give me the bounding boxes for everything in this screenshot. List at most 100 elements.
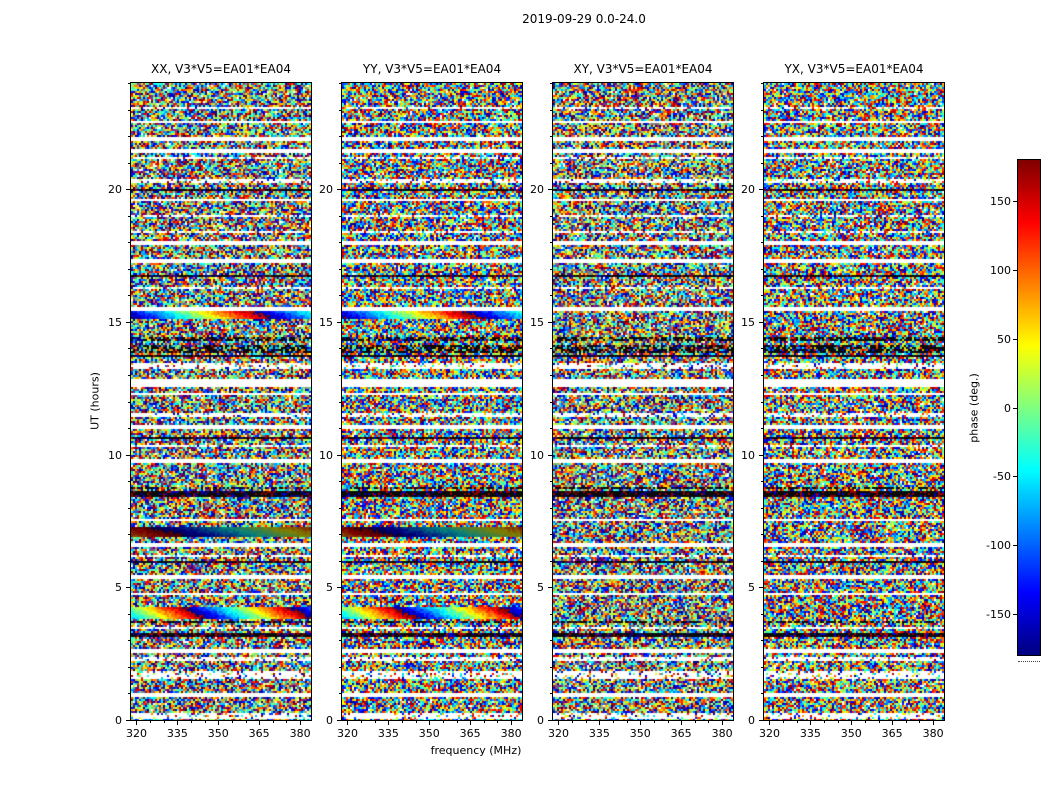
x-tick-label: 335: [799, 727, 821, 740]
y-minor-tick: [339, 640, 341, 642]
y-minor-tick: [339, 162, 341, 164]
y-tick-label: 10: [530, 448, 544, 462]
y-major-tick: [548, 454, 552, 456]
x-major-tick: [892, 721, 894, 725]
y-minor-tick: [339, 215, 341, 217]
x-minor-tick: [483, 721, 485, 723]
y-minor-tick: [550, 693, 552, 695]
x-tick-label: 380: [289, 727, 311, 740]
x-minor-tick: [708, 721, 710, 723]
x-major-tick: [177, 721, 179, 725]
y-tick-label: 10: [741, 448, 755, 462]
y-minor-tick: [339, 507, 341, 509]
y-tick-label: 20: [741, 183, 755, 197]
y-minor-tick: [761, 428, 763, 430]
colorbar-tick-label: -100: [986, 539, 1011, 552]
x-major-tick: [722, 721, 724, 725]
x-minor-tick: [272, 721, 274, 723]
x-major-tick: [511, 721, 513, 725]
y-tick-label: 20: [319, 183, 333, 197]
x-minor-tick: [572, 721, 574, 723]
y-minor-tick: [761, 374, 763, 376]
y-minor-tick: [128, 693, 130, 695]
y-minor-tick: [550, 666, 552, 668]
y-minor-tick: [550, 640, 552, 642]
y-minor-tick: [550, 481, 552, 483]
y-minor-tick: [128, 401, 130, 403]
y-minor-tick: [339, 560, 341, 562]
y-major-tick: [548, 587, 552, 589]
y-minor-tick: [128, 162, 130, 164]
y-major-tick: [126, 720, 130, 721]
x-axis-label: frequency (MHz): [430, 744, 522, 757]
x-major-tick: [136, 721, 138, 725]
x-minor-tick: [796, 721, 798, 723]
y-major-tick: [126, 321, 130, 323]
x-tick-label: 350: [840, 727, 862, 740]
x-minor-tick: [245, 721, 247, 723]
y-minor-tick: [339, 109, 341, 111]
x-tick-label: 350: [418, 727, 440, 740]
y-minor-tick: [550, 613, 552, 615]
x-tick-label: 350: [207, 727, 229, 740]
x-minor-tick: [374, 721, 376, 723]
x-tick-label: 335: [588, 727, 610, 740]
y-tick-label: 5: [115, 581, 122, 595]
x-minor-tick: [905, 721, 907, 723]
heatmap-panel-1: [341, 82, 523, 721]
y-minor-tick: [339, 295, 341, 297]
figure-title: 2019-09-29 0.0-24.0: [522, 12, 646, 26]
y-minor-tick: [550, 401, 552, 403]
y-minor-tick: [550, 268, 552, 270]
colorbar-tick: [1013, 545, 1017, 546]
y-tick-label: 10: [319, 448, 333, 462]
panel-title-1: YY, V3*V5=EA01*EA04: [362, 62, 502, 76]
x-major-tick: [218, 721, 220, 725]
x-tick-label: 320: [336, 727, 358, 740]
y-tick-label: 15: [530, 315, 544, 329]
y-tick-label: 15: [108, 315, 122, 329]
y-minor-tick: [128, 295, 130, 297]
y-minor-tick: [550, 215, 552, 217]
y-tick-label: 15: [741, 315, 755, 329]
x-minor-tick: [415, 721, 417, 723]
colorbar-extend-dashes: [1018, 661, 1040, 662]
x-minor-tick: [667, 721, 669, 723]
y-major-tick: [759, 321, 763, 323]
y-minor-tick: [761, 348, 763, 350]
x-minor-tick: [585, 721, 587, 723]
y-tick-label: 0: [748, 714, 755, 727]
colorbar-tick-label: -50: [993, 470, 1011, 484]
heatmap-panel-3: [763, 82, 945, 721]
y-tick-label: 5: [748, 581, 755, 595]
y-minor-tick: [339, 666, 341, 668]
x-tick-label: 365: [459, 727, 481, 740]
y-minor-tick: [761, 136, 763, 138]
y-minor-tick: [128, 534, 130, 536]
colorbar-tick-label: -150: [986, 607, 1011, 621]
y-minor-tick: [128, 242, 130, 244]
y-major-tick: [759, 454, 763, 456]
x-major-tick: [429, 721, 431, 725]
y-minor-tick: [128, 428, 130, 430]
y-major-tick: [337, 189, 341, 191]
x-minor-tick: [204, 721, 206, 723]
y-minor-tick: [128, 268, 130, 270]
y-minor-tick: [550, 136, 552, 138]
x-minor-tick: [837, 721, 839, 723]
y-minor-tick: [761, 534, 763, 536]
x-major-tick: [388, 721, 390, 725]
colorbar-tick: [1013, 270, 1017, 271]
x-tick-label: 335: [166, 727, 188, 740]
y-major-tick: [759, 587, 763, 589]
y-tick-label: 20: [108, 183, 122, 197]
y-minor-tick: [550, 242, 552, 244]
y-minor-tick: [550, 534, 552, 536]
y-minor-tick: [761, 295, 763, 297]
y-minor-tick: [128, 560, 130, 562]
x-minor-tick: [864, 721, 866, 723]
y-major-tick: [759, 720, 763, 721]
x-tick-label: 320: [547, 727, 569, 740]
x-major-tick: [558, 721, 560, 725]
